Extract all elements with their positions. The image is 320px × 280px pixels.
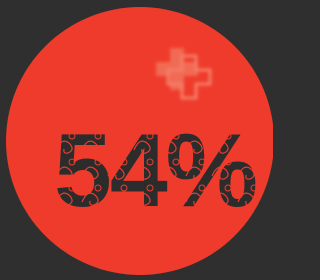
- stat-value: 54%: [54, 113, 256, 229]
- stat-graphic: 54%: [0, 0, 273, 280]
- page: 54% (() => { const data = JSON.parse(doc…: [0, 0, 273, 280]
